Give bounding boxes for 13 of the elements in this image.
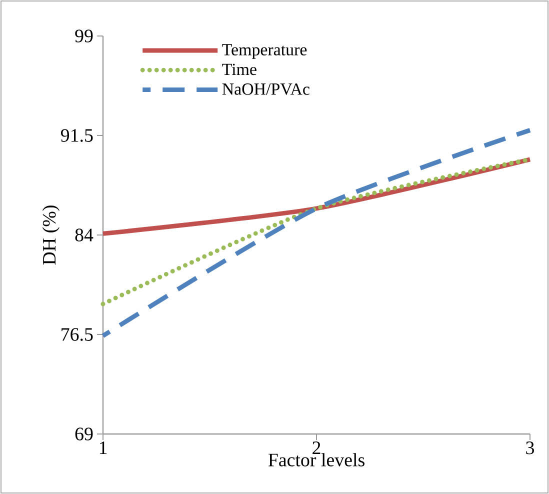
y-tick-label: 76.5 [62,328,93,341]
y-axis-title: DH (%) [42,206,60,265]
legend-label: Temperature [222,44,307,59]
x-axis-title: Factor levels [268,453,364,466]
y-tick-label: 84 [75,228,94,242]
legend-label: NaOH/PVAc [222,83,310,95]
x-tick-label: 3 [526,442,534,454]
legend-label: Time [222,64,256,76]
y-tick-label: 99 [75,30,93,42]
y-tick-label: 69 [75,428,93,440]
y-tick-label: 91.5 [60,129,93,142]
x-tick-label: 1 [100,442,107,454]
x-tick-label: 2 [312,442,320,454]
